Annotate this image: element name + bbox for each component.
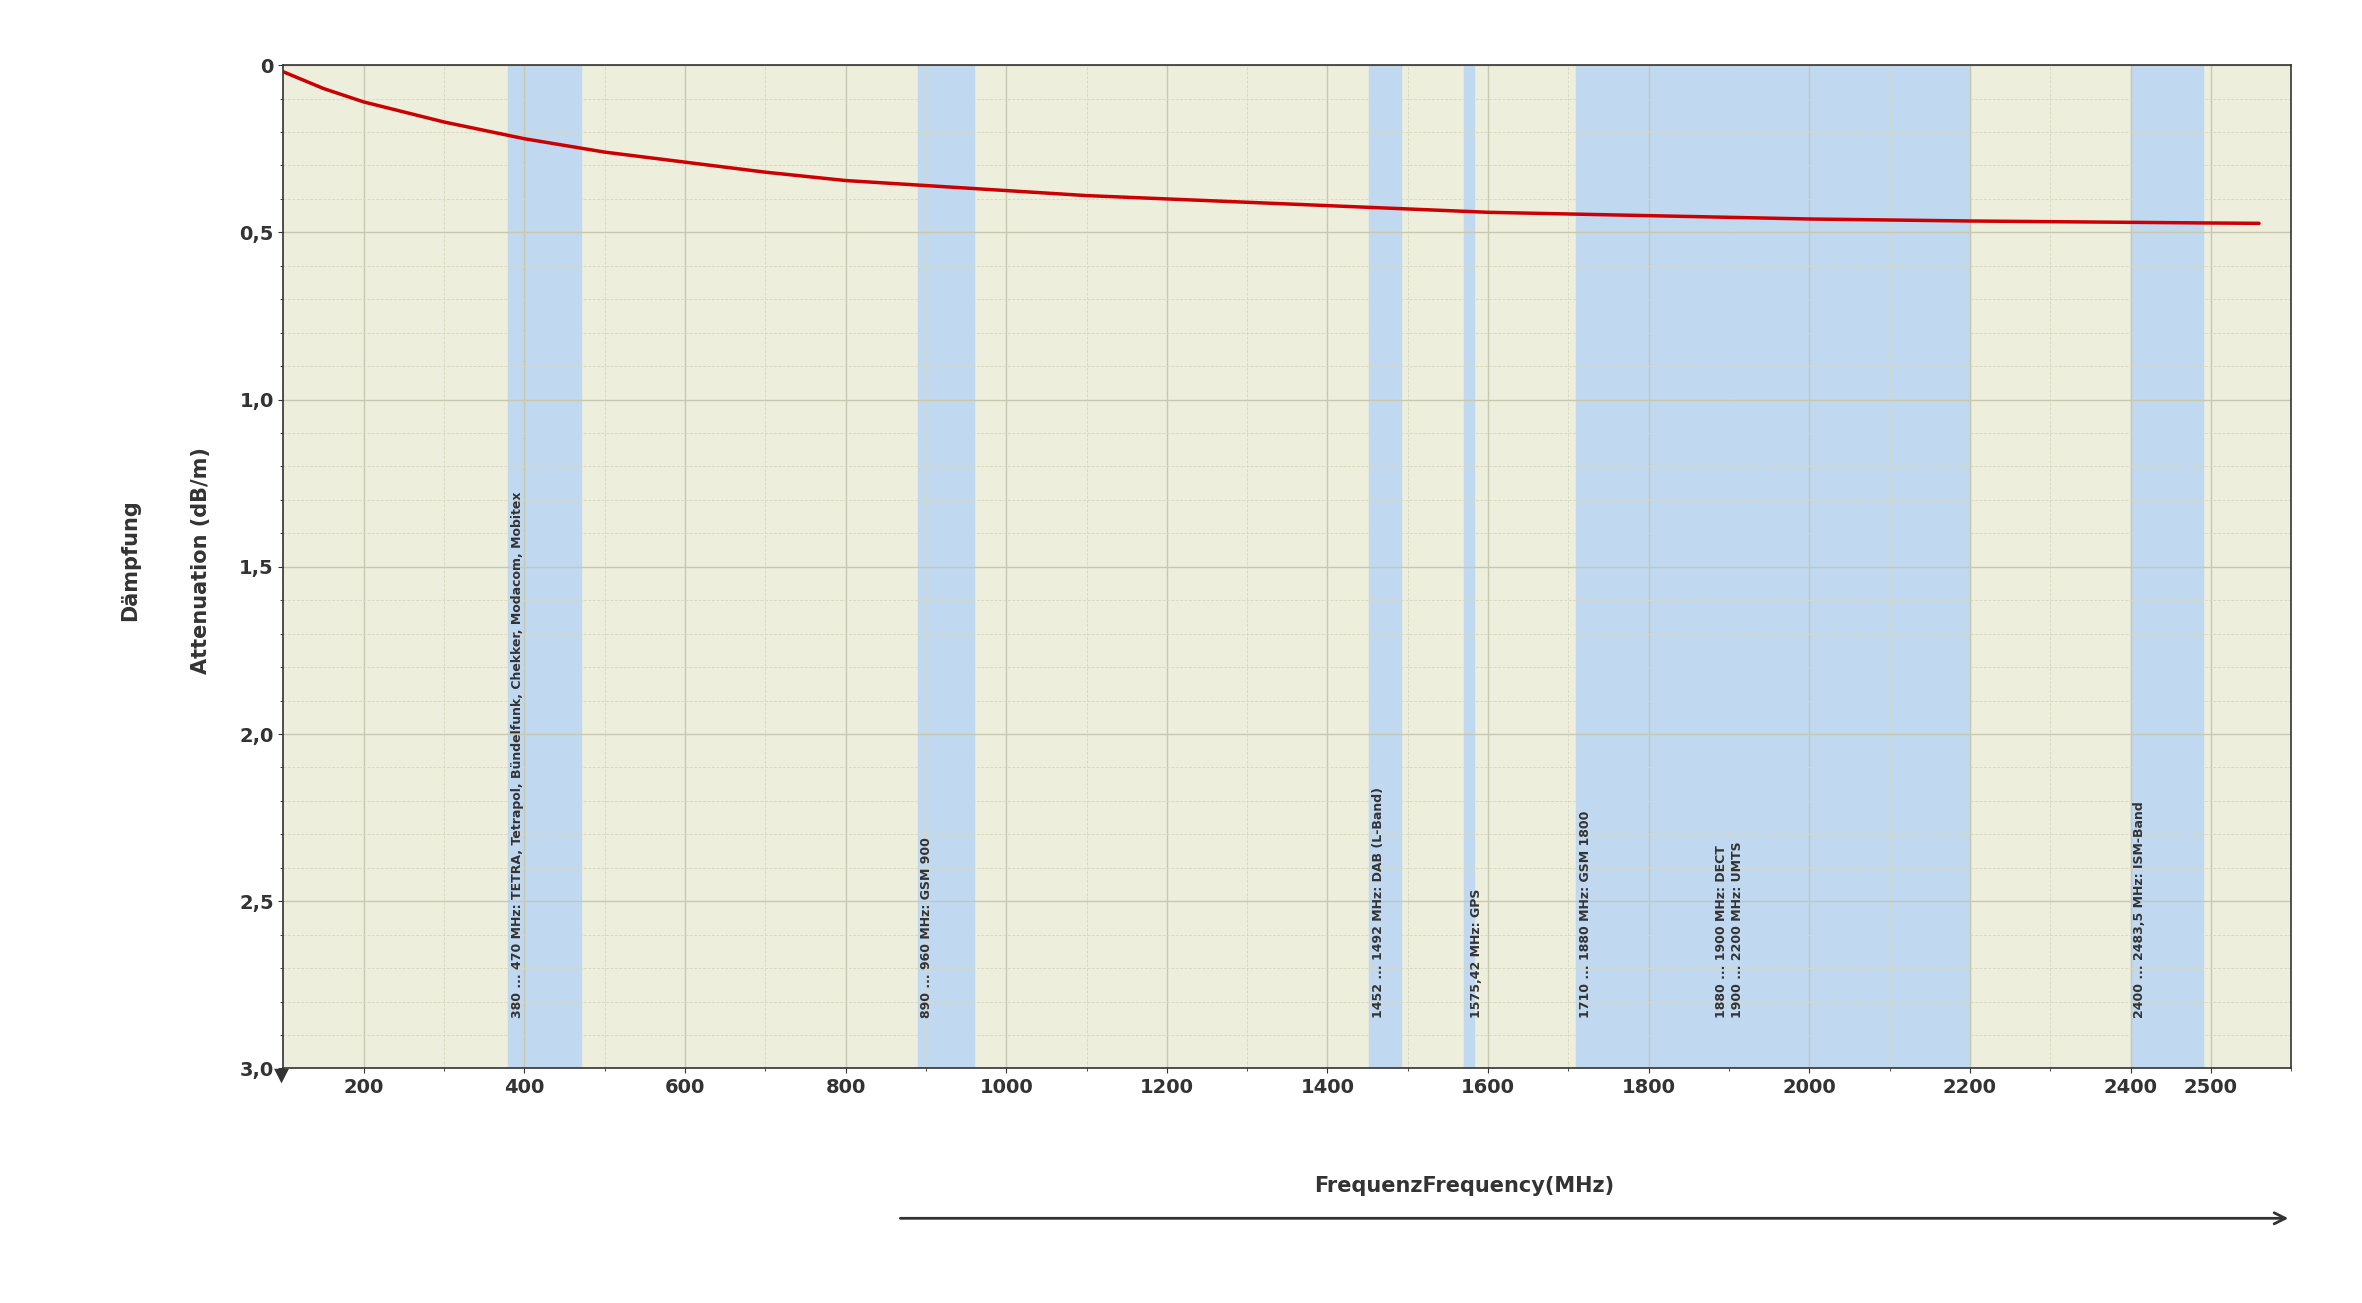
Text: 2400 ... 2483,5 MHz: ISM-Band: 2400 ... 2483,5 MHz: ISM-Band xyxy=(2133,801,2147,1019)
Bar xyxy=(2131,65,2204,1068)
Text: 380 ... 470 MHz: TETRA, Tetrapol, Bündelfunk, Chekker, Modacom, Mobitex: 380 ... 470 MHz: TETRA, Tetrapol, Bündel… xyxy=(510,491,524,1019)
Text: 1710 ... 1880 MHz: GSM 1800: 1710 ... 1880 MHz: GSM 1800 xyxy=(1578,810,1592,1019)
Bar xyxy=(919,65,973,1068)
Text: 1575,42 MHz: GPS: 1575,42 MHz: GPS xyxy=(1472,889,1483,1019)
Bar xyxy=(1575,65,1970,1068)
Text: FrequenzFrequency(MHz): FrequenzFrequency(MHz) xyxy=(1313,1175,1616,1196)
Bar xyxy=(1370,65,1401,1068)
Text: Dämpfung: Dämpfung xyxy=(120,499,139,622)
Text: ▼: ▼ xyxy=(274,1066,288,1084)
Text: 890 ... 960 MHz: GSM 900: 890 ... 960 MHz: GSM 900 xyxy=(921,838,933,1019)
Text: Attenuation (dB/m): Attenuation (dB/m) xyxy=(191,447,210,674)
Text: 1880 ... 1900 MHz: DECT: 1880 ... 1900 MHz: DECT xyxy=(1715,846,1729,1019)
Text: 1900 ... 2200 MHz: UMTS: 1900 ... 2200 MHz: UMTS xyxy=(1731,842,1746,1019)
Text: 1452 ... 1492 MHz: DAB (L-Band): 1452 ... 1492 MHz: DAB (L-Band) xyxy=(1372,787,1384,1019)
Bar xyxy=(1464,65,1474,1068)
Bar xyxy=(508,65,581,1068)
